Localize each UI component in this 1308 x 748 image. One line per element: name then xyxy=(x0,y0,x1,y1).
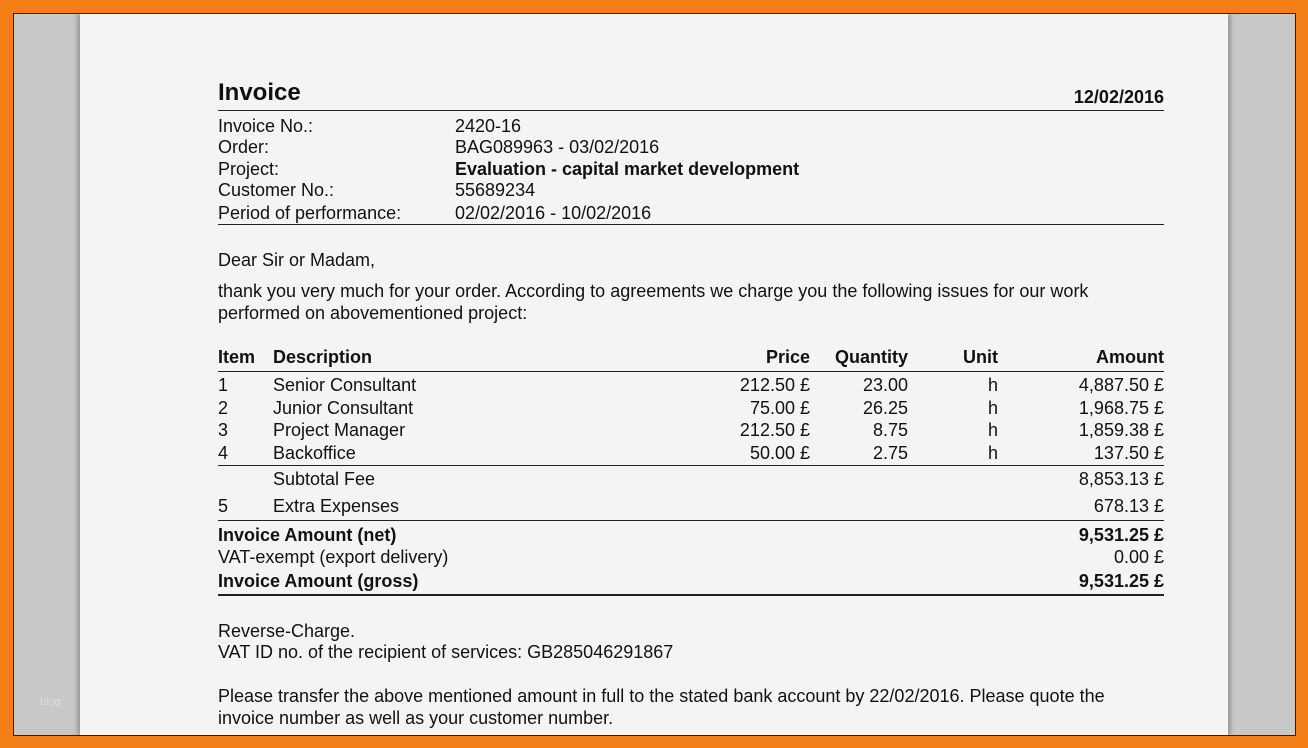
net-amount: 9,531.25 £ xyxy=(1078,525,1164,545)
cell-item: 4 xyxy=(218,442,229,463)
cell-quantity: 26.25 xyxy=(862,397,908,418)
cell-description: Backoffice xyxy=(273,442,356,463)
closing-line: Please transfer the above mentioned amou… xyxy=(218,686,1105,706)
invoice-date: 12/02/2016 xyxy=(1073,87,1164,107)
cell-amount: 137.50 £ xyxy=(1093,442,1164,463)
col-quantity: Quantity xyxy=(834,347,908,367)
cell-description: Junior Consultant xyxy=(273,397,414,418)
cell-quantity: 23.00 xyxy=(862,375,908,395)
customer-number: 55689234 xyxy=(455,180,536,200)
cell-price: 75.00 £ xyxy=(749,397,810,418)
intro-line: performed on abovementioned project: xyxy=(218,303,528,323)
cell-price: 212.50 £ xyxy=(739,420,810,440)
subtotal-amount: 8,853.13 £ xyxy=(1078,469,1164,489)
net-label: Invoice Amount (net) xyxy=(218,525,397,545)
gross-label: Invoice Amount (gross) xyxy=(218,571,419,591)
intro-line: thank you very much for your order. Acco… xyxy=(218,281,1089,301)
cell-amount: 1,859.38 £ xyxy=(1078,420,1164,440)
extra-item: 5 xyxy=(218,496,229,516)
cell-unit: h xyxy=(987,420,998,440)
meta-label: Customer No.: xyxy=(218,180,335,200)
gross-amount: 9,531.25 £ xyxy=(1078,571,1164,591)
cell-quantity: 8.75 xyxy=(872,420,908,440)
col-amount: Amount xyxy=(1096,347,1164,367)
subtotal-label: Subtotal Fee xyxy=(273,469,376,489)
meta-label: Order: xyxy=(218,137,270,157)
project-value: Evaluation - capital market development xyxy=(455,159,800,179)
cell-item: 2 xyxy=(218,397,229,418)
order-value: BAG089963 - 03/02/2016 xyxy=(455,137,660,157)
document-viewer: blog xyxy=(13,13,1296,736)
cell-amount: 1,968.75 £ xyxy=(1078,397,1164,418)
extra-description: Extra Expenses xyxy=(273,496,400,516)
cell-price: 50.00 £ xyxy=(749,442,810,463)
watermark: blog xyxy=(40,696,61,708)
cell-item: 3 xyxy=(218,420,229,440)
meta-label: Project: xyxy=(218,159,280,179)
meta-label: Invoice No.: xyxy=(218,116,314,136)
col-item: Item xyxy=(218,347,256,367)
closing-line: invoice number as well as your customer … xyxy=(218,708,614,728)
cell-unit: h xyxy=(987,375,998,395)
cell-description: Senior Consultant xyxy=(273,375,417,395)
col-description: Description xyxy=(273,347,373,367)
cell-item: 1 xyxy=(218,375,229,395)
cell-amount: 4,887.50 £ xyxy=(1078,375,1164,395)
period-value: 02/02/2016 - 10/02/2016 xyxy=(455,203,652,223)
cell-unit: h xyxy=(987,397,998,418)
cell-price: 212.50 £ xyxy=(739,375,810,395)
cell-quantity: 2.75 xyxy=(872,442,908,463)
reverse-charge: Reverse-Charge. xyxy=(218,621,356,641)
invoice-title: Invoice xyxy=(218,79,301,106)
vat-amount: 0.00 £ xyxy=(1113,547,1164,567)
extra-amount: 678.13 £ xyxy=(1093,496,1164,516)
cell-description: Project Manager xyxy=(273,420,406,440)
col-price: Price xyxy=(765,347,810,367)
invoice-page xyxy=(80,14,1228,735)
vat-id: VAT ID no. of the recipient of services:… xyxy=(218,642,674,662)
greeting: Dear Sir or Madam, xyxy=(218,250,376,270)
cell-unit: h xyxy=(987,442,998,463)
col-unit: Unit xyxy=(963,347,998,367)
meta-label: Period of performance: xyxy=(218,203,402,223)
vat-label: VAT-exempt (export delivery) xyxy=(218,547,449,567)
invoice-number: 2420-16 xyxy=(455,116,522,136)
